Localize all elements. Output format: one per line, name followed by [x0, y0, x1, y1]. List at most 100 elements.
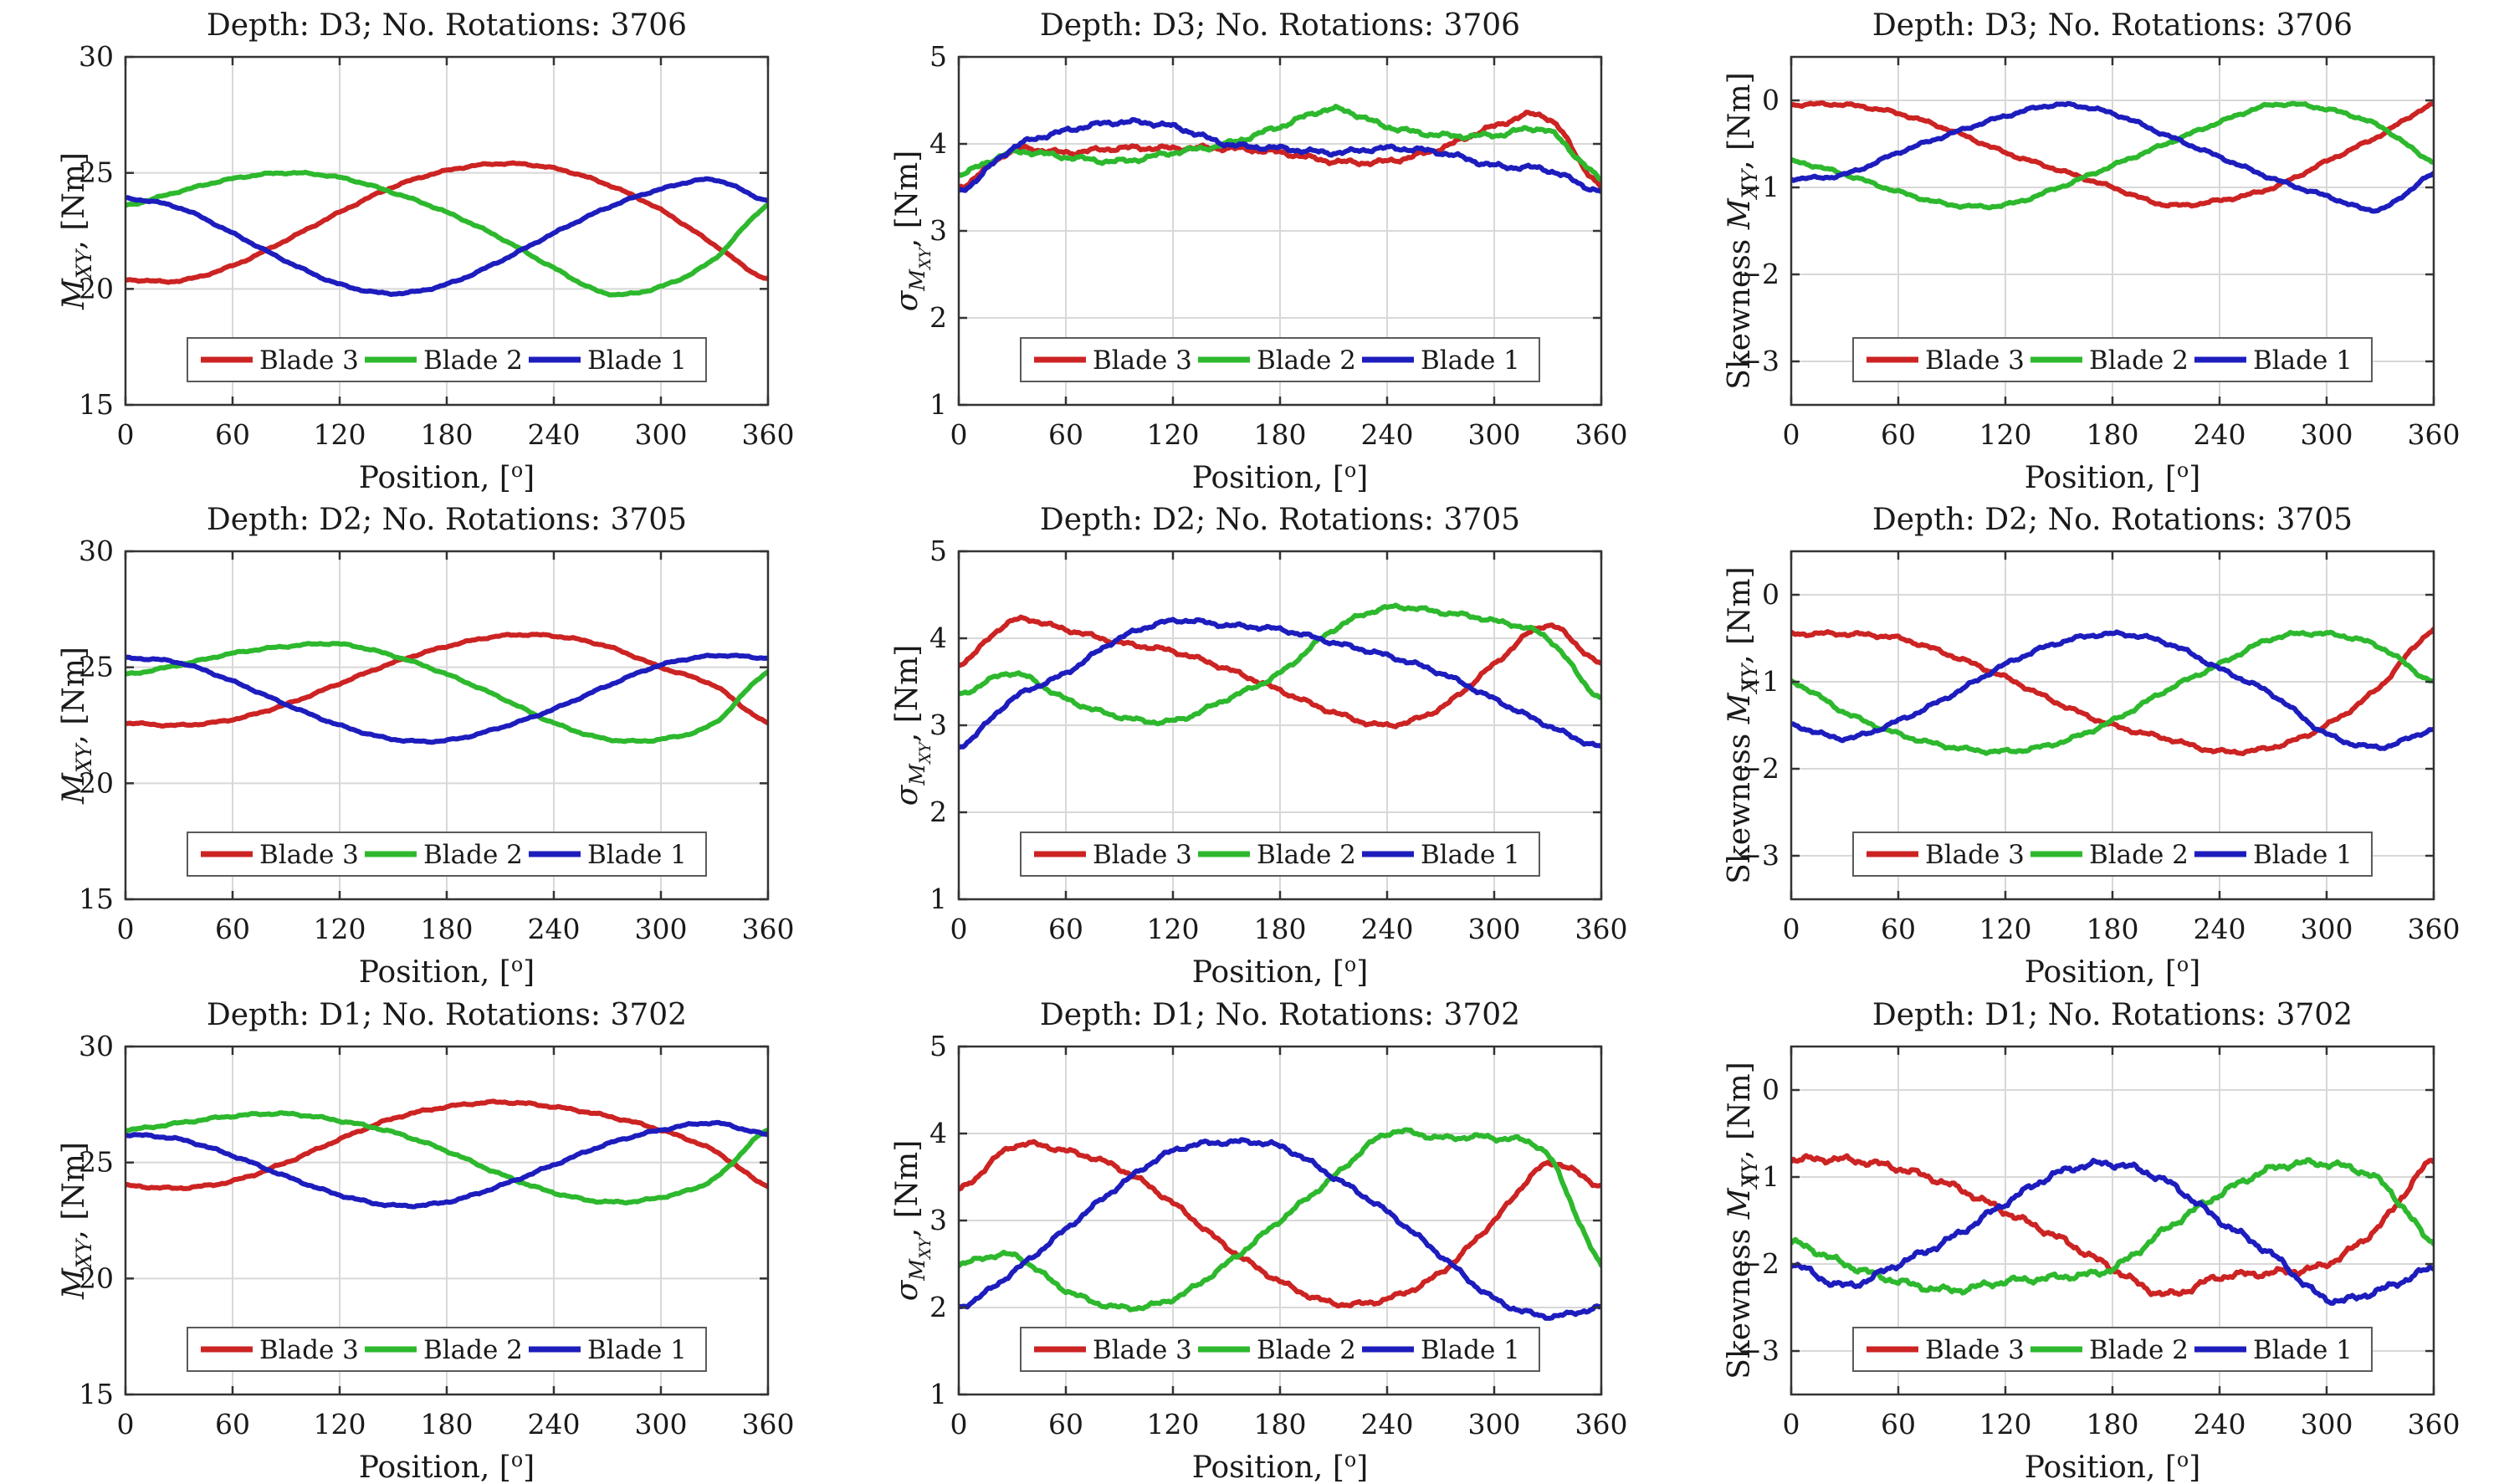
series-line-blade-2: [958, 602, 1601, 727]
y-axis-label: Skewness MXY, [Nm]: [1723, 72, 1762, 389]
y-tick-label: 30: [79, 40, 114, 73]
x-tick-label: 120: [313, 1408, 366, 1441]
legend: Blade 3 Blade 2 Blade 1: [1852, 337, 2374, 383]
series-line-blade-2: [958, 1127, 1601, 1313]
x-tick-label: 240: [2194, 1408, 2246, 1441]
x-tick-label: 360: [1575, 913, 1627, 945]
y-tick-label: 20: [79, 1261, 114, 1294]
subplot-d2-mean: 0 60 120 180 240 300 360 15 20 25 30 Depth: D2; No.…: [0, 494, 833, 990]
plot-canvas-d1-mean: 0 60 120 180 240 300 360 15 20 25 30 Depth: D1; No.…: [0, 989, 833, 1484]
y-tick-label: 0: [1762, 84, 1780, 116]
subplot-title: Depth: D1; No. Rotations: 3702: [1040, 998, 1520, 1032]
y-tick-label: 2: [929, 1291, 947, 1323]
x-axis-label: Position, [o]: [2025, 1448, 2201, 1484]
series-line-blade-1: [125, 1119, 768, 1210]
series-lines: [125, 1098, 768, 1210]
x-tick-label: 0: [116, 418, 134, 451]
legend-label: Blade 2: [1257, 1335, 1356, 1365]
y-tick-label: 5: [929, 535, 947, 567]
axes-box: [957, 550, 1602, 901]
plot-canvas-d3-mean: 0 60 120 180 240 300 360 15 20 25 30 Depth: D3; No.…: [0, 0, 833, 494]
tick-labels: 0 60 120 180 240 300 360 15 20 25 30: [79, 535, 794, 945]
subplot-d1-skewness: 0 60 120 180 240 300 360 0 −1 −2 −3 Depth: D1; No. …: [1666, 989, 2499, 1484]
x-tick-label: 300: [2301, 418, 2353, 451]
plot-canvas-d2-std: 0 60 120 180 240 300 360 1 2 3 4 5 Depth: D2; No. Ro…: [832, 494, 1667, 990]
y-tick-label: −1: [1739, 171, 1780, 203]
x-tick-label: 0: [1783, 418, 1800, 451]
legend: Blade 3 Blade 2 Blade 1: [1019, 1326, 1540, 1372]
x-tick-label: 180: [420, 1408, 473, 1441]
x-tick-label: 120: [1146, 1408, 1199, 1441]
x-tick-label: 180: [1253, 1408, 1306, 1441]
x-tick-label: 60: [215, 1408, 250, 1441]
y-tick-label: 25: [79, 651, 114, 683]
y-axis-label: Skewness MXY, [Nm]: [1723, 567, 1762, 884]
tick-labels: 0 60 120 180 240 300 360 15 20 25 30: [79, 1030, 794, 1441]
series-lines: [958, 1127, 1601, 1321]
y-tick-label: 4: [929, 1117, 947, 1149]
subplot-d1-std: 0 60 120 180 240 300 360 1 2 3 4 5 Depth: D1; No. Ro…: [832, 989, 1667, 1484]
x-tick-label: 180: [1253, 418, 1306, 451]
plot-canvas-d1-skew: 0 60 120 180 240 300 360 0 −1 −2 −3 Depth: D1; No. …: [1666, 989, 2499, 1484]
series-lines: [958, 104, 1601, 195]
y-axis-label: MXY, [Nm]: [57, 152, 96, 310]
x-tick-label: 240: [2194, 913, 2246, 945]
x-tick-label: 60: [215, 418, 250, 451]
axes-box: [124, 1045, 770, 1395]
legend-label: Blade 2: [1257, 345, 1356, 376]
y-tick-label: −1: [1739, 1160, 1780, 1193]
legend-label: Blade 1: [587, 1335, 687, 1365]
legend-label: Blade 1: [1421, 345, 1520, 376]
x-tick-label: 180: [1253, 913, 1306, 945]
legend-label: Blade 2: [1257, 840, 1356, 870]
x-tick-label: 360: [1575, 1408, 1627, 1441]
x-axis-label: Position, [o]: [359, 953, 535, 989]
x-tick-label: 180: [420, 418, 473, 451]
x-axis-label: Position, [o]: [1191, 1448, 1368, 1484]
y-axis-label: σMXY, [Nm]: [890, 151, 935, 312]
series-line-blade-2: [1791, 630, 2435, 757]
legend: Blade 3 Blade 2 Blade 1: [186, 1326, 707, 1372]
y-tick-label: 0: [1762, 1073, 1780, 1106]
x-tick-label: 60: [215, 913, 250, 945]
subplot-title: Depth: D1; No. Rotations: 3702: [207, 998, 687, 1032]
x-tick-label: 240: [527, 418, 580, 451]
y-tick-label: −2: [1739, 1247, 1780, 1280]
series-line-blade-1: [958, 1136, 1601, 1321]
x-tick-label: 360: [2408, 418, 2461, 451]
legend-label: Blade 2: [2089, 840, 2189, 870]
subplot-d2-skewness: 0 60 120 180 240 300 360 0 −1 −2 −3 Depth: D2; No. …: [1666, 494, 2499, 990]
y-tick-label: 15: [79, 1378, 114, 1410]
subplot-title: Depth: D3; No. Rotations: 3706: [207, 8, 687, 43]
x-tick-label: 60: [1048, 913, 1083, 945]
legend-label: Blade 1: [1421, 840, 1520, 870]
legend-label: Blade 2: [2089, 1335, 2189, 1365]
x-tick-label: 120: [313, 418, 366, 451]
x-tick-label: 120: [1146, 418, 1199, 451]
axes-box: [1790, 1045, 2435, 1395]
x-tick-label: 120: [1146, 913, 1199, 945]
x-axis-label: Position, [o]: [1191, 458, 1368, 494]
x-tick-label: 360: [741, 418, 794, 451]
x-tick-label: 0: [950, 418, 967, 451]
series-lines: [1791, 627, 2435, 757]
tick-labels: 0 60 120 180 240 300 360 1 2 3 4 5: [929, 1030, 1627, 1441]
subplot-d3-skewness: 0 60 120 180 240 300 360 0 −1 −2 −3 Depth: D3; No. …: [1666, 0, 2499, 494]
grid-lines: [125, 57, 768, 406]
y-tick-label: 0: [1762, 578, 1780, 611]
axes-box: [124, 550, 770, 901]
x-tick-label: 180: [2087, 1408, 2139, 1441]
subplot-title: Depth: D3; No. Rotations: 3706: [1872, 8, 2353, 43]
legend-label: Blade 1: [587, 840, 687, 870]
x-tick-label: 180: [420, 913, 473, 945]
tick-labels: 0 60 120 180 240 300 360 1 2 3 4 5: [929, 535, 1627, 945]
plot-canvas-d2-skew: 0 60 120 180 240 300 360 0 −1 −2 −3 Depth: D2; No. …: [1666, 494, 2499, 990]
y-tick-label: 2: [929, 796, 947, 828]
series-line-blade-2: [125, 641, 768, 745]
axes-box: [957, 1045, 1602, 1395]
legend-label: Blade 2: [2089, 345, 2189, 376]
series-line-blade-2: [1791, 100, 2435, 211]
y-tick-label: 1: [929, 388, 947, 421]
x-tick-label: 120: [1979, 418, 2032, 451]
